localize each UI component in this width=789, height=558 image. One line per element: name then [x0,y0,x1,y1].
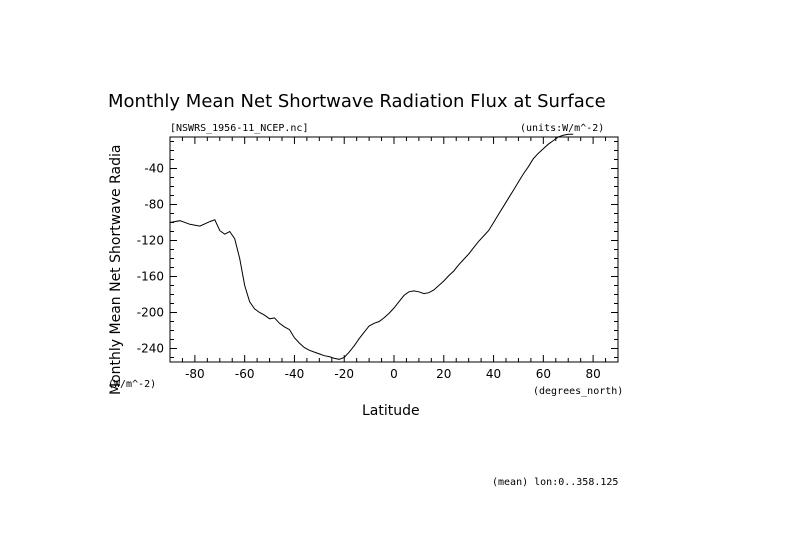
y-tick-label: -80 [144,198,164,212]
y-tick-label: -120 [137,234,164,248]
x-tick-label: -20 [334,367,354,381]
x-tick-label: -40 [285,367,305,381]
units-label: (units:W/m^-2) [520,123,604,134]
x-axis-units: (degrees_north) [533,386,623,397]
x-tick-label: 80 [585,367,600,381]
x-axis-label: Latitude [362,403,420,419]
x-tick-label: -80 [185,367,205,381]
chart-title: Monthly Mean Net Shortwave Radiation Flu… [108,91,606,112]
y-tick-label: -40 [144,162,164,176]
x-tick-label: 60 [536,367,551,381]
ticks-layer: -80 -60 -40 -20 0 20 40 60 80-40-80-120-160-200-… [137,137,619,381]
x-tick-label: 20 [436,367,451,381]
y-tick-label: -160 [137,270,164,284]
y-tick-label: -200 [137,306,164,320]
series-line [169,133,574,360]
y-tick-label: -240 [137,342,164,356]
y-axis-units: (W/m^-2) [108,379,156,390]
series-layer [169,133,574,360]
y-axis-label: Monthly Mean Net Shortwave Radia [108,145,124,395]
footnote: (mean) lon:0..358.125 [492,477,618,488]
file-label: [NSWRS_1956-11_NCEP.nc] [170,123,308,134]
x-tick-label: -60 [235,367,255,381]
x-tick-label: 40 [486,367,501,381]
x-tick-label: 0 [390,367,398,381]
